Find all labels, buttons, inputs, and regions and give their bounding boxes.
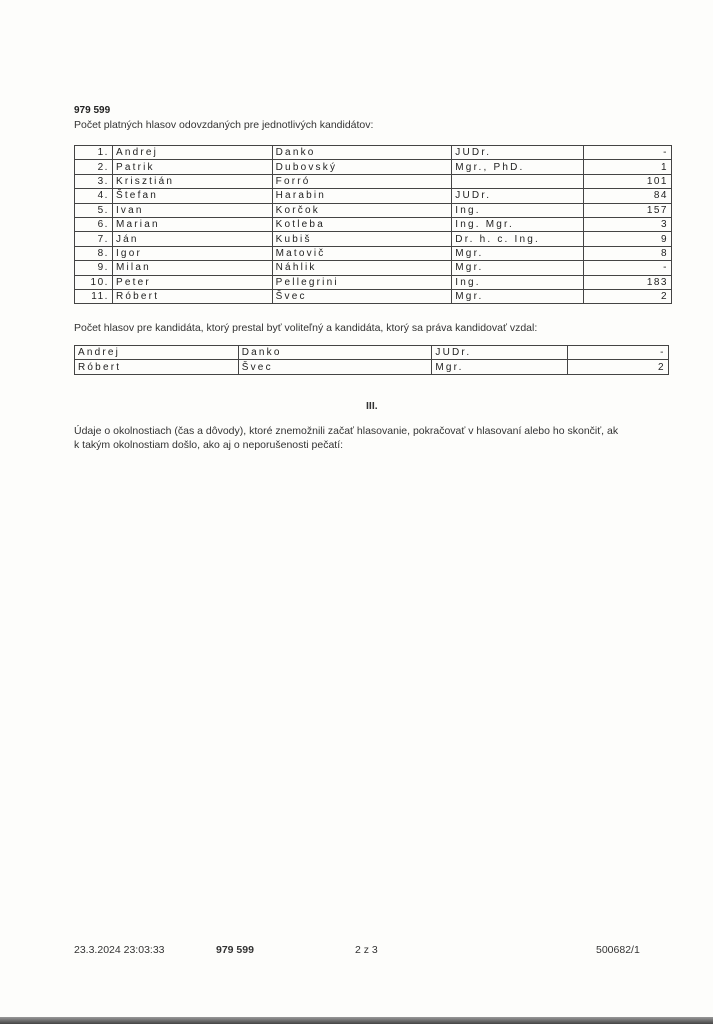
candidate-last-name: Danko [237,344,433,361]
candidate-votes: 3 [583,216,672,233]
candidate-title: Ing. [451,202,585,218]
candidate-votes: 84 [583,188,672,204]
candidate-first-name: Krisztián [111,173,273,190]
candidate-last-name: Korčok [271,202,453,218]
candidate-votes: - [583,144,672,161]
candidate-title: Mgr., PhD. [451,159,585,175]
withdrawn-table: Andrej Danko JUDr. - Róbert Švec Mgr. 2 [74,344,669,375]
candidate-title: Mgr. [431,359,569,375]
candidate-first-name: Andrej [74,344,239,361]
candidate-first-name: Peter [111,274,273,290]
candidate-title: Mgr. [451,288,585,305]
candidate-number: 10. [74,274,113,290]
candidate-title: Dr. h. c. Ing. [451,231,585,247]
candidate-number: 2. [74,159,113,175]
candidate-votes: 1 [583,159,672,175]
candidate-number: 5. [74,202,113,218]
table-row: 8. Igor Matovič Mgr. 8 [74,245,672,262]
candidate-votes: 9 [583,231,672,247]
candidate-votes: 183 [583,274,672,290]
candidate-first-name: Patrik [111,159,273,175]
candidate-number: 1. [74,144,113,161]
candidate-title [451,173,585,190]
table-row: 4. Štefan Harabin JUDr. 84 [74,188,672,204]
candidate-number: 11. [74,288,113,305]
section-heading: III. [366,400,378,412]
candidate-number: 9. [74,260,113,276]
candidate-last-name: Kubiš [271,231,453,247]
table-row: 6. Marian Kotleba Ing. Mgr. 3 [74,216,672,233]
candidate-first-name: Štefan [111,188,273,204]
candidate-first-name: Ivan [111,202,273,218]
table-row: Andrej Danko JUDr. - [74,344,669,361]
candidate-votes: - [567,344,669,361]
candidate-number: 8. [74,245,113,262]
table-row: 5. Ivan Korčok Ing. 157 [74,202,672,218]
candidate-first-name: Igor [111,245,273,262]
footer-timestamp: 23.3.2024 23:03:33 [74,944,165,956]
footer-code: 979 599 [216,944,254,956]
candidate-number: 3. [74,173,113,190]
candidate-first-name: Milan [111,260,273,276]
candidate-last-name: Pellegrini [271,274,453,290]
candidate-last-name: Dubovský [271,159,453,175]
candidate-votes: 157 [583,202,672,218]
candidate-first-name: Ján [111,231,273,247]
table-row: 2. Patrik Dubovský Mgr., PhD. 1 [74,159,672,175]
candidate-title: JUDr. [451,144,585,161]
table-row: 3. Krisztián Forró 101 [74,173,672,190]
withdrawn-intro: Počet hlasov pre kandidáta, ktorý presta… [74,322,538,334]
candidate-first-name: Róbert [74,359,239,375]
table-row: 1. Andrej Danko JUDr. - [74,144,672,161]
candidates-table: 1. Andrej Danko JUDr. -2. Patrik Dubovský Mgr.,… [74,144,672,305]
candidate-votes: - [583,260,672,276]
candidate-votes: 101 [583,173,672,190]
candidate-title: JUDr. [431,344,569,361]
candidate-title: Ing. Mgr. [451,216,585,233]
candidate-last-name: Forró [271,173,453,190]
table-row: 7. Ján Kubiš Dr. h. c. Ing. 9 [74,231,672,247]
candidate-votes: 2 [583,288,672,305]
candidate-number: 6. [74,216,113,233]
table-row: 11. Róbert Švec Mgr. 2 [74,288,672,305]
candidate-last-name: Danko [271,144,453,161]
candidate-last-name: Švec [237,359,433,375]
candidate-last-name: Kotleba [271,216,453,233]
candidate-last-name: Švec [271,288,453,305]
candidate-title: Mgr. [451,260,585,276]
document-code: 979 599 [74,105,111,116]
candidate-title: Ing. [451,274,585,290]
footer-page: 2 z 3 [355,944,378,956]
section-text-line2: k takým okolnostiam došlo, ako aj o nepo… [74,439,344,451]
footer-ref: 500682/1 [596,944,640,956]
candidate-votes: 2 [567,359,669,375]
candidate-number: 4. [74,188,113,204]
candidate-last-name: Matovič [271,245,453,262]
candidate-number: 7. [74,231,113,247]
section-text-line1: Údaje o okolnostiach (čas a dôvody), kto… [74,425,619,437]
candidate-title: JUDr. [451,188,585,204]
candidate-last-name: Harabin [271,188,453,204]
candidate-first-name: Andrej [111,144,273,161]
candidate-title: Mgr. [451,245,585,262]
table-row: 10. Peter Pellegrini Ing. 183 [74,274,672,290]
table-row: Róbert Švec Mgr. 2 [74,359,669,375]
table-row: 9. Milan Náhlik Mgr. - [74,260,672,276]
candidate-last-name: Náhlik [271,260,453,276]
scan-edge [0,1017,713,1024]
candidate-first-name: Róbert [111,288,273,305]
intro-text: Počet platných hlasov odovzdaných pre je… [74,119,374,131]
candidate-first-name: Marian [111,216,273,233]
candidate-votes: 8 [583,245,672,262]
